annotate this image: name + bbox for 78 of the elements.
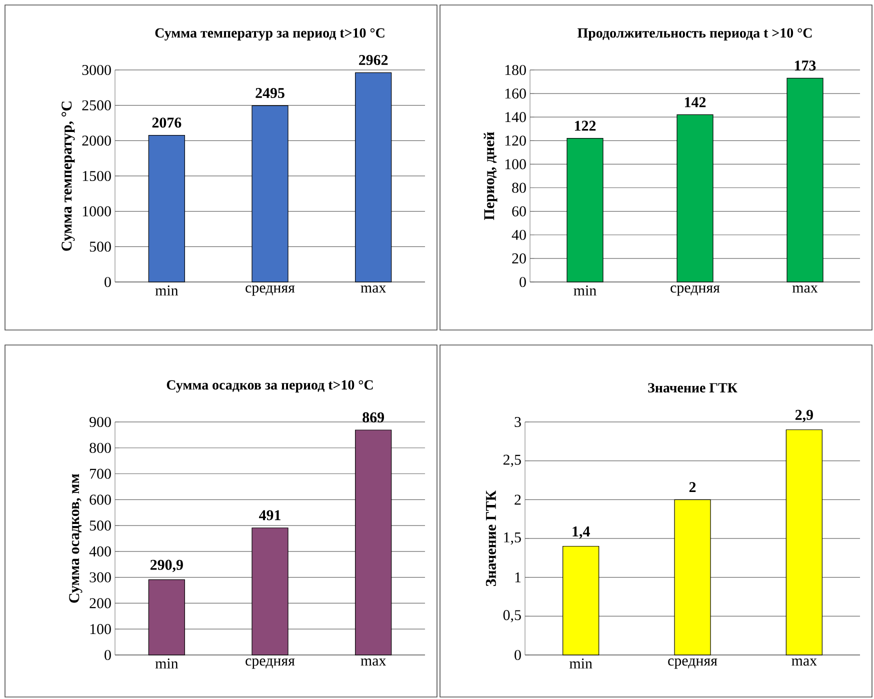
x-tick-label: средняя bbox=[246, 658, 295, 669]
data-label: 290,9 bbox=[150, 560, 183, 572]
x-tick-label: средняя bbox=[668, 658, 718, 669]
y-tick-label: 1,5 bbox=[504, 532, 521, 545]
bar bbox=[786, 78, 824, 282]
data-label: 2076 bbox=[152, 118, 182, 128]
y-axis-title: Период, дней bbox=[484, 132, 498, 220]
y-axis-title: Сумма осадков, мм bbox=[69, 474, 82, 603]
bar bbox=[252, 105, 288, 282]
x-tick-label: средняя bbox=[670, 286, 720, 296]
y-tick-label: 500 bbox=[90, 520, 111, 531]
y-tick-label: 60 bbox=[512, 206, 526, 216]
y-tick-label: 300 bbox=[90, 572, 111, 582]
y-tick-label: 2500 bbox=[82, 100, 111, 110]
data-label: 2495 bbox=[256, 88, 284, 98]
y-axis-title: Сумма температур, °С bbox=[62, 102, 75, 251]
y-tick-label: 120 bbox=[505, 136, 526, 146]
bar bbox=[148, 579, 185, 656]
bar bbox=[148, 134, 185, 282]
y-tick-label: 2,5 bbox=[503, 454, 521, 467]
y-tick-label: 0 bbox=[104, 276, 111, 288]
bar bbox=[562, 546, 600, 656]
y-tick-label: 140 bbox=[505, 112, 526, 122]
bar bbox=[355, 430, 392, 656]
y-tick-label: 100 bbox=[505, 159, 526, 170]
y-tick-label: 200 bbox=[90, 598, 111, 608]
bar bbox=[676, 114, 714, 282]
data-label: 173 bbox=[795, 60, 816, 71]
chart-title: Сумма осадков за период t>10 °С bbox=[166, 380, 373, 392]
data-label: 122 bbox=[575, 120, 596, 131]
y-tick-label: 0 bbox=[520, 276, 526, 288]
chart-title: Продолжительность периода t >10 °С bbox=[578, 28, 812, 40]
y-tick-label: 1500 bbox=[82, 170, 111, 182]
y-tick-label: 160 bbox=[505, 88, 526, 99]
data-label: 2962 bbox=[359, 55, 388, 66]
y-tick-label: 2000 bbox=[82, 136, 111, 146]
x-tick-label: min bbox=[570, 658, 592, 668]
y-tick-label: 0,5 bbox=[503, 610, 521, 622]
data-label: 869 bbox=[362, 412, 384, 422]
x-tick-label: max bbox=[360, 286, 386, 293]
y-tick-label: 20 bbox=[512, 253, 526, 264]
bar bbox=[355, 72, 392, 282]
data-label: 2,9 bbox=[795, 410, 813, 422]
y-tick-label: 40 bbox=[512, 230, 526, 240]
bar bbox=[252, 528, 288, 656]
y-tick-label: 2 bbox=[514, 494, 521, 505]
x-tick-label: max bbox=[792, 658, 817, 666]
y-tick-label: 100 bbox=[90, 624, 111, 634]
data-label: 491 bbox=[259, 510, 280, 520]
x-tick-label: min bbox=[574, 286, 596, 296]
x-tick-label: min bbox=[155, 286, 178, 296]
y-tick-label: 900 bbox=[90, 416, 111, 428]
x-tick-label: max bbox=[792, 286, 818, 293]
y-tick-label: 0 bbox=[104, 650, 111, 660]
y-tick-label: 0 bbox=[514, 650, 521, 660]
bar bbox=[674, 499, 711, 656]
data-label: 142 bbox=[685, 97, 706, 108]
x-tick-label: min bbox=[155, 658, 178, 668]
chart-title: Значение ГТК bbox=[648, 383, 738, 392]
y-tick-label: 180 bbox=[505, 64, 526, 76]
y-tick-label: 1 bbox=[515, 572, 521, 582]
y-tick-label: 1000 bbox=[82, 206, 111, 216]
y-tick-label: 3 bbox=[514, 416, 521, 427]
y-tick-label: 700 bbox=[90, 468, 111, 479]
y-axis-title: Значение ГТК bbox=[486, 490, 496, 586]
chart-title: Сумма температур за период t>10 °С bbox=[155, 28, 384, 40]
y-tick-label: 3000 bbox=[82, 64, 111, 76]
y-tick-label: 800 bbox=[90, 442, 111, 453]
x-tick-label: средняя bbox=[246, 286, 295, 296]
bar bbox=[566, 138, 604, 282]
bar bbox=[786, 429, 822, 656]
y-tick-label: 400 bbox=[89, 546, 111, 556]
y-tick-label: 80 bbox=[512, 182, 526, 193]
x-tick-label: max bbox=[360, 658, 386, 666]
data-label: 1,4 bbox=[572, 526, 590, 539]
y-tick-label: 500 bbox=[90, 242, 111, 252]
data-label: 2 bbox=[689, 482, 696, 492]
y-tick-label: 600 bbox=[90, 494, 111, 505]
